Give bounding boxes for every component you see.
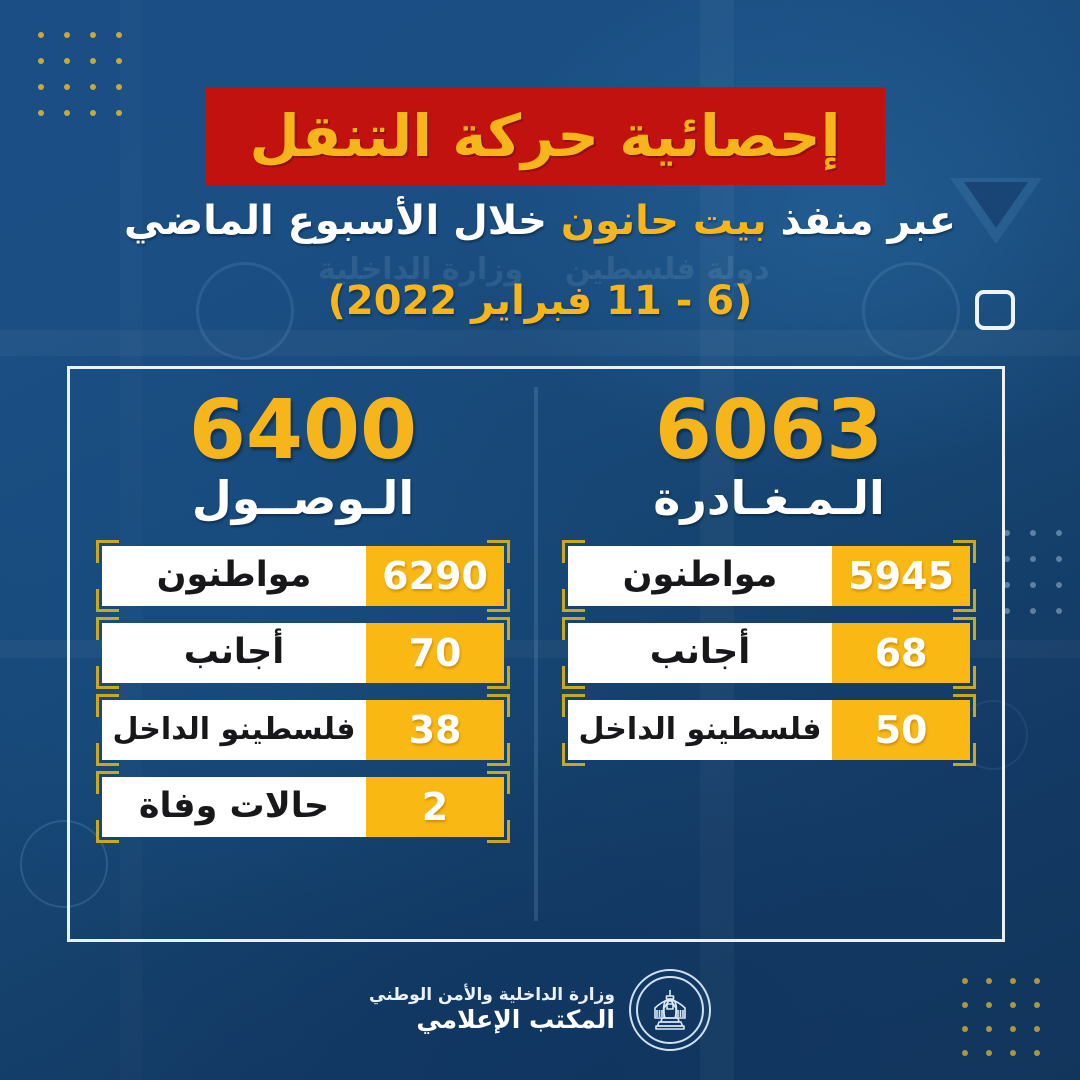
row-value: 6290 [366, 545, 504, 606]
subtitle-highlight: بيت حانون [560, 198, 767, 244]
date-range: (6 - 11 فبراير 2022) [327, 278, 753, 324]
table-row: 6290 مواطنون [96, 539, 510, 612]
title-banner: إحصائية حركة التنقل [205, 87, 885, 185]
departures-total: 6063 [654, 383, 884, 478]
row-value: 50 [832, 699, 970, 760]
table-row: 38 فلسطينو الداخل [96, 693, 510, 766]
departures-rows: 5945 مواطنون 68 أجانب [562, 539, 976, 766]
row-label: مواطنون [156, 555, 312, 596]
arrivals-total: 6400 [188, 383, 418, 478]
column-divider [534, 387, 538, 921]
office-name: المكتب الإعلامي [416, 1004, 615, 1034]
arrivals-rows: 6290 مواطنون 70 أجانب [96, 539, 510, 843]
arrivals-label: الـوصــول [191, 471, 415, 526]
footer: وزارة الداخلية والأمن الوطني المكتب الإع… [0, 962, 1080, 1058]
statistics-panel: 6063 الـمـغـادرة 5945 مواطنون 68 [67, 366, 1005, 942]
subtitle-after: خلال الأسبوع الماضي [123, 198, 561, 244]
row-value: 5945 [832, 545, 970, 606]
row-value: 68 [832, 622, 970, 683]
departures-label: الـمـغـادرة [653, 471, 885, 526]
footer-text: وزارة الداخلية والأمن الوطني المكتب الإع… [369, 986, 615, 1033]
eagle-glyph [645, 985, 695, 1035]
column-departures: 6063 الـمـغـادرة 5945 مواطنون 68 [536, 369, 1002, 939]
row-value: 70 [366, 622, 504, 683]
column-arrivals: 6400 الـوصــول 6290 مواطنون 70 [70, 369, 536, 939]
page-title: إحصائية حركة التنقل [249, 102, 841, 170]
ministry-name: وزارة الداخلية والأمن الوطني [369, 985, 615, 1006]
table-row: 70 أجانب [96, 616, 510, 689]
table-row: 68 أجانب [562, 616, 976, 689]
row-label: مواطنون [622, 555, 778, 596]
row-label: فلسطينو الداخل [578, 711, 822, 747]
panel-columns: 6063 الـمـغـادرة 5945 مواطنون 68 [70, 369, 1002, 939]
palestinian-eagle-emblem-icon [628, 969, 711, 1051]
subtitle-before: عبر منفذ [766, 198, 956, 244]
background-band [0, 330, 1080, 356]
row-label: فلسطينو الداخل [112, 711, 356, 747]
dot-grid-decoration [38, 32, 122, 116]
row-value: 38 [366, 699, 504, 760]
row-label: حالات وفاة [138, 786, 330, 827]
table-row: 50 فلسطينو الداخل [562, 693, 976, 766]
row-label: أجانب [183, 632, 285, 673]
row-label: أجانب [649, 632, 751, 673]
table-row: 2 حالات وفاة [96, 770, 510, 843]
subtitle-line: عبر منفذ بيت حانون خلال الأسبوع الماضي [0, 198, 1080, 245]
dot-grid-decoration [1004, 530, 1080, 614]
table-row: 5945 مواطنون [562, 539, 976, 612]
row-value: 2 [366, 776, 504, 837]
